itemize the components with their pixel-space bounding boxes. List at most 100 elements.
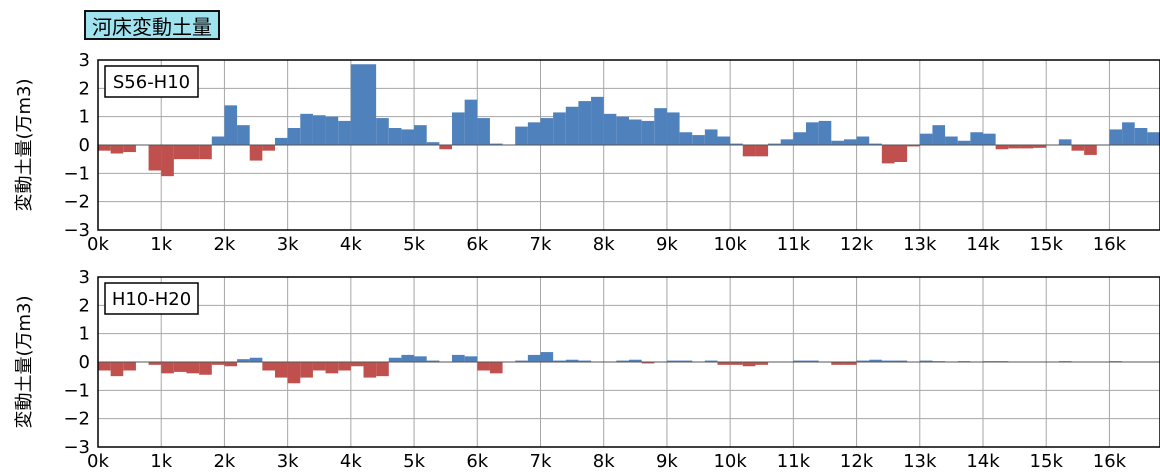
bar [843,362,857,365]
bar [426,142,440,145]
bar [818,120,832,145]
x-tick-label: 7k [530,234,552,255]
bar [275,137,288,145]
y-axis-title: 変動土量(万m3) [14,78,35,211]
bar [629,119,642,145]
bar [742,362,756,367]
bar [211,136,225,145]
period-label-box [104,282,199,315]
bar [363,362,377,378]
bar [869,143,882,145]
bar [338,362,351,371]
bar [173,145,187,160]
bar [186,362,200,374]
x-tick-label: 8k [593,451,615,472]
bar [945,136,958,145]
x-tick-label: 12k [840,451,874,472]
bar [983,133,996,145]
bar [843,139,857,145]
bar [414,356,427,362]
y-tick-label: −3 [63,220,90,241]
bar [452,354,465,362]
x-tick-label: 5k [403,234,425,255]
x-tick-label: 7k [530,451,552,472]
bar [388,357,402,362]
bar [363,64,377,145]
bar [540,352,554,362]
bar [666,360,680,362]
bar [98,362,111,371]
bar [338,120,351,145]
bar [199,362,212,375]
x-tick-label: 5k [403,451,425,472]
bar [894,145,908,162]
bar [970,132,983,145]
bar [578,101,592,145]
bar [161,362,174,374]
bar [869,359,882,362]
bar [237,125,250,145]
bar [1058,139,1072,145]
bar [881,145,895,164]
plot-frame [97,59,1160,231]
x-tick-label: 15k [1030,234,1064,255]
bar [224,362,238,367]
bar [376,362,389,377]
x-tick-label: 1k [150,451,172,472]
bar [856,136,870,145]
bar [704,129,718,145]
y-tick-label: 2 [79,78,90,99]
bar [161,145,174,177]
period-label: H10-H20 [112,289,191,310]
bar [717,362,731,365]
y-tick-label: 3 [79,267,90,288]
bar [755,362,769,365]
bar [641,120,655,145]
bar [401,129,415,145]
bar [1122,122,1135,145]
bar [186,145,200,160]
bar [717,136,731,145]
bar [325,116,339,145]
period-label: S56-H10 [113,72,190,93]
y-tick-label: −2 [63,192,90,213]
x-tick-label: 14k [966,451,1000,472]
bar [1071,145,1085,151]
x-tick-label: 3k [277,451,299,472]
x-tick-label: 1k [150,234,172,255]
bar [540,118,554,145]
bar [957,140,971,145]
bar [654,108,667,145]
bar [123,145,136,153]
bar [1147,132,1160,145]
bar [1020,145,1034,149]
bar [515,126,528,145]
y-tick-label: 3 [79,50,90,71]
bar [907,145,920,147]
x-tick-label: 6k [466,451,488,472]
bar [426,360,440,362]
bar [780,139,794,145]
x-tick-label: 0k [87,234,109,255]
bar [287,128,301,145]
bar [350,362,364,367]
bar [312,115,326,145]
page-title: 河床変動土量 [84,10,220,40]
bar [856,360,870,362]
bar [262,145,275,151]
bar [666,112,680,145]
bar [616,116,629,145]
bar [464,99,478,145]
x-tick-label: 11k [777,451,811,472]
bar [793,132,806,145]
bar [489,362,503,374]
x-tick-label: 9k [656,451,678,472]
y-tick-label: −2 [63,409,90,430]
y-tick-label: 1 [79,107,90,128]
x-tick-label: 13k [903,451,937,472]
bar [1008,145,1021,149]
period-label-box [104,65,199,98]
y-tick-label: −3 [63,437,90,458]
bar [755,145,769,157]
